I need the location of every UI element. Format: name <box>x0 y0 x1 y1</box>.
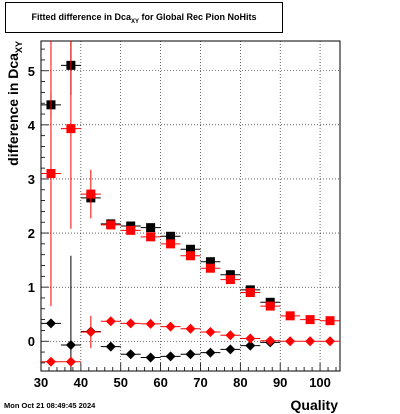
data-point-diamond <box>45 356 56 367</box>
data-point-square <box>166 239 176 249</box>
data-point-diamond <box>65 340 76 351</box>
data-point-diamond <box>65 356 76 367</box>
x-tick-label: 90 <box>273 375 287 390</box>
data-point-diamond <box>205 347 216 358</box>
data-point-diamond <box>265 335 276 346</box>
x-tick-label: 70 <box>193 375 207 390</box>
x-tick-label: 80 <box>233 375 247 390</box>
data-point-square <box>106 220 116 230</box>
y-tick-label: 0 <box>28 334 35 349</box>
y-axis-label: difference in DcaXY <box>5 41 24 166</box>
y-tick-label: 3 <box>28 172 35 187</box>
x-tick-label: 100 <box>309 375 331 390</box>
series-1 <box>41 41 340 326</box>
data-point-square <box>225 275 235 285</box>
data-point-diamond <box>245 333 256 344</box>
data-point-diamond <box>125 349 136 360</box>
data-point-diamond <box>105 316 116 327</box>
data-point-square <box>166 231 176 241</box>
data-point-diamond <box>245 340 256 351</box>
data-point-diamond <box>185 323 196 334</box>
y-axis-label-main: difference in Dca <box>5 53 21 166</box>
data-point-diamond <box>225 330 236 341</box>
data-point-square <box>265 301 275 311</box>
series-2 <box>41 255 281 371</box>
x-tick-label: 50 <box>113 375 127 390</box>
data-point-diamond <box>85 327 96 338</box>
data-point-square <box>66 124 76 134</box>
chart-title-box: Fitted difference in DcaXY for Global Re… <box>5 2 283 33</box>
data-point-diamond <box>125 318 136 329</box>
data-point-square <box>186 244 195 254</box>
y-tick-label: 1 <box>28 280 35 295</box>
y-tick-label: 4 <box>28 118 36 133</box>
data-point-square <box>86 189 96 199</box>
data-point-diamond <box>165 351 176 362</box>
data-point-diamond <box>185 349 196 360</box>
data-point-diamond <box>165 321 176 332</box>
data-point-diamond <box>225 344 236 355</box>
y-axis-label-subscript: XY <box>14 41 24 53</box>
data-point-diamond <box>145 318 156 329</box>
data-point-diamond <box>305 336 316 347</box>
data-point-square <box>325 316 335 326</box>
data-point-square <box>285 311 295 321</box>
data-point-square <box>126 225 136 235</box>
data-point-diamond <box>45 318 56 329</box>
data-point-square <box>146 232 156 242</box>
data-point-square <box>205 257 215 267</box>
x-tick-label: 60 <box>153 375 167 390</box>
data-point-diamond <box>205 327 216 338</box>
chart-title-subscript: XY <box>131 19 140 25</box>
plot-frame <box>40 40 341 372</box>
data-point-diamond <box>105 341 116 352</box>
series-3 <box>41 315 340 367</box>
x-axis-label: Quality <box>291 397 339 413</box>
data-point-diamond <box>145 352 156 363</box>
x-tick-label: 30 <box>34 375 48 390</box>
chart-title-main: Fitted difference in Dca <box>31 12 131 22</box>
data-point-square <box>186 251 195 261</box>
y-tick-label: 2 <box>28 226 35 241</box>
data-point-square <box>146 223 156 233</box>
y-tick-label: 5 <box>28 64 35 79</box>
data-point-square <box>205 263 215 273</box>
data-point-diamond <box>285 336 296 347</box>
timestamp-label: Mon Oct 21 08:49:45 2024 <box>4 401 96 410</box>
plot-area <box>41 41 340 371</box>
x-tick-label: 40 <box>74 375 88 390</box>
data-point-square <box>46 169 56 179</box>
data-point-square <box>225 270 235 280</box>
data-point-square <box>245 288 255 298</box>
chart-title-rest: for Global Rec Pion NoHits <box>139 12 257 22</box>
chart-title: Fitted difference in DcaXY for Global Re… <box>6 12 282 25</box>
data-point-square <box>305 315 315 325</box>
data-point-diamond <box>325 336 336 347</box>
